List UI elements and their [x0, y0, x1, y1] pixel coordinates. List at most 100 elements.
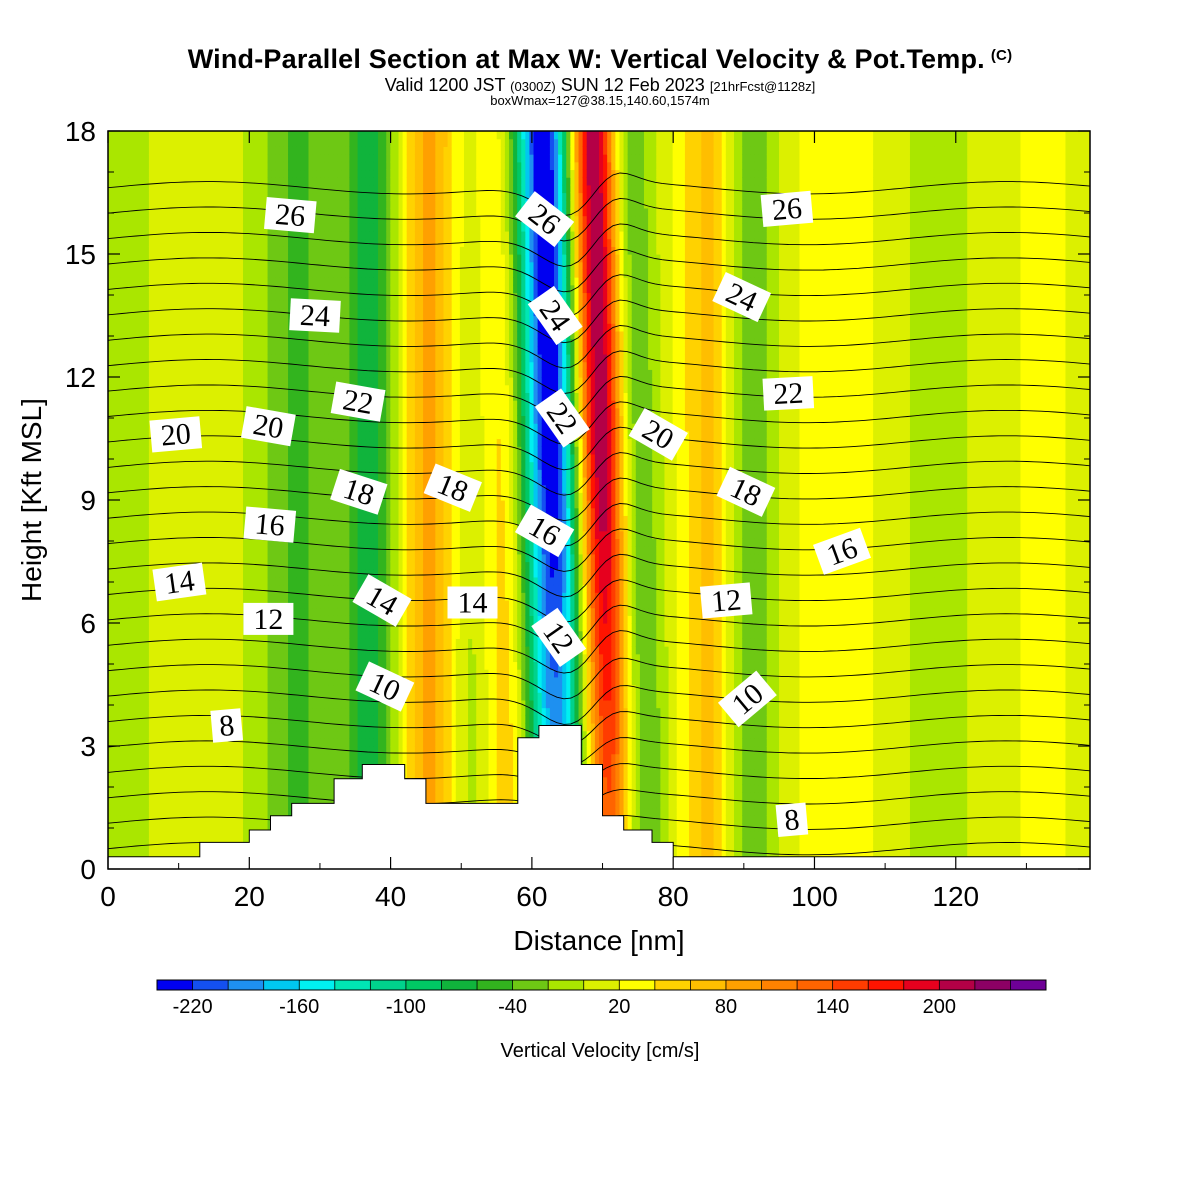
velocity-cell [157, 315, 162, 324]
velocity-cell [140, 822, 146, 832]
velocity-cell [263, 369, 269, 378]
velocity-cell [267, 154, 273, 163]
velocity-cell [300, 230, 305, 240]
velocity-cell [173, 753, 179, 762]
velocity-cell [132, 400, 138, 409]
velocity-cell [189, 384, 195, 393]
velocity-cell [255, 784, 260, 793]
velocity-cell [165, 707, 170, 716]
velocity-cell [316, 284, 322, 294]
velocity-cell [189, 769, 195, 778]
velocity-cell [148, 131, 154, 140]
velocity-cell [140, 446, 146, 455]
velocity-cell [108, 830, 113, 839]
velocity-cell [283, 761, 289, 770]
velocity-cell [144, 476, 150, 486]
velocity-cell [112, 607, 117, 616]
velocity-cell [128, 476, 134, 486]
velocity-cell [288, 707, 293, 716]
velocity-cell [292, 569, 297, 578]
velocity-cell [136, 346, 142, 355]
velocity-cell [279, 746, 285, 755]
velocity-cell [136, 615, 142, 624]
velocity-cell [120, 807, 125, 816]
velocity-cell [173, 676, 179, 686]
velocity-cell [165, 238, 170, 247]
velocity-cell [234, 815, 240, 824]
velocity-cell [177, 815, 183, 824]
velocity-cell [234, 361, 240, 370]
velocity-cell [136, 722, 142, 732]
velocity-cell [210, 230, 215, 240]
velocity-cell [144, 277, 150, 286]
velocity-cell [300, 138, 305, 147]
velocity-cell [153, 646, 158, 655]
velocity-cell [181, 446, 187, 455]
velocity-cell [288, 346, 293, 355]
velocity-cell [169, 492, 175, 501]
velocity-cell [198, 261, 203, 270]
velocity-cell [283, 753, 289, 762]
velocity-cell [271, 177, 277, 186]
valid-time-line: Valid 1200 JST (0300Z) SUN 12 Feb 2023 [… [0, 75, 1200, 96]
velocity-cell [157, 292, 162, 301]
velocity-cell [202, 223, 207, 232]
velocity-cell [173, 315, 179, 324]
velocity-cell [177, 599, 183, 609]
velocity-cell [288, 154, 293, 163]
velocity-cell [300, 353, 305, 363]
velocity-cell [251, 154, 256, 163]
velocity-cell [259, 500, 265, 509]
velocity-cell [185, 546, 191, 555]
velocity-cell [161, 161, 166, 171]
velocity-cell [222, 530, 228, 540]
velocity-cell [116, 815, 121, 824]
velocity-cell [222, 215, 228, 224]
velocity-cell [263, 784, 269, 793]
velocity-cell [157, 699, 162, 709]
velocity-cell [108, 776, 113, 786]
velocity-cell [132, 500, 138, 509]
velocity-cell [116, 638, 121, 647]
velocity-cell [234, 300, 240, 309]
velocity-cell [108, 523, 113, 532]
velocity-cell [120, 169, 125, 178]
velocity-cell [116, 361, 121, 370]
velocity-cell [144, 761, 150, 770]
velocity-cell [128, 623, 134, 632]
velocity-cell [251, 792, 256, 801]
velocity-cell [222, 223, 228, 232]
velocity-cell [283, 161, 289, 171]
velocity-cell [181, 792, 187, 801]
velocity-cell [243, 500, 248, 509]
velocity-cell [238, 161, 244, 171]
velocity-cell [251, 815, 256, 824]
velocity-cell [193, 707, 199, 716]
velocity-cell [189, 469, 195, 478]
velocity-cell [214, 415, 220, 424]
velocity-cell [279, 154, 285, 163]
velocity-cell [247, 207, 252, 217]
velocity-cell [181, 753, 187, 762]
velocity-cell [292, 784, 297, 793]
velocity-cell [132, 138, 138, 147]
velocity-cell [173, 246, 179, 255]
velocity-cell [238, 269, 244, 278]
velocity-cell [153, 269, 158, 278]
velocity-cell [112, 207, 117, 217]
velocity-cell [198, 200, 203, 209]
velocity-cell [116, 484, 121, 493]
velocity-cell [251, 546, 256, 555]
velocity-cell [304, 330, 310, 340]
velocity-cell [148, 546, 154, 555]
velocity-cell [132, 769, 138, 778]
velocity-cell [292, 353, 297, 363]
velocity-cell [206, 330, 211, 340]
velocity-cell [169, 346, 175, 355]
velocity-cell [296, 776, 301, 786]
velocity-cell [136, 699, 142, 709]
velocity-cell [247, 553, 252, 563]
velocity-cell [202, 438, 207, 447]
velocity-cell [234, 561, 240, 570]
velocity-cell [238, 177, 244, 186]
